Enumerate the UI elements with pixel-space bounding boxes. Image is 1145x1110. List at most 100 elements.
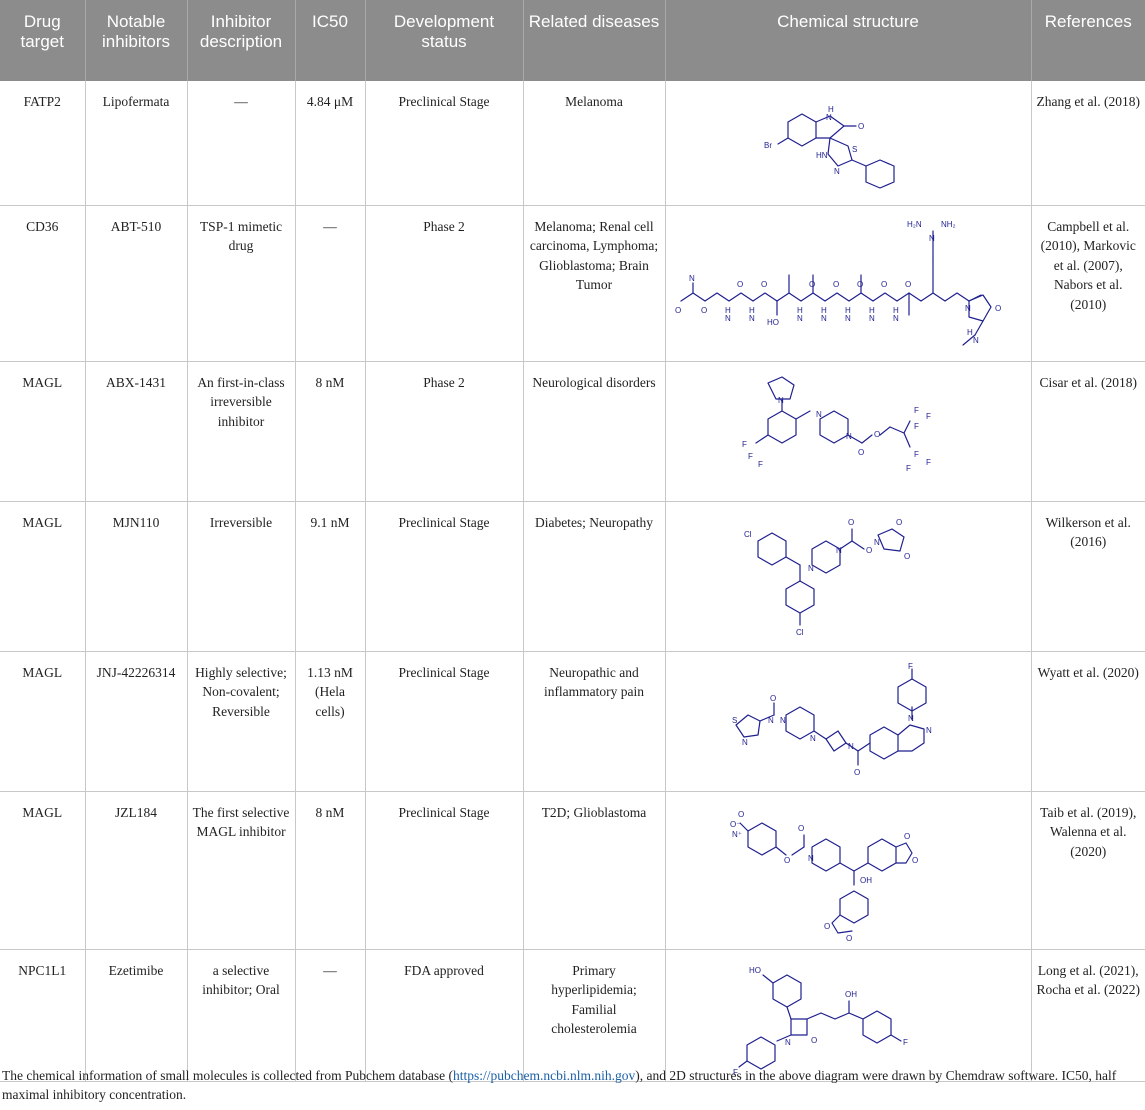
structure-label: O <box>738 810 744 819</box>
header-chemical-structure: Chemical structure <box>665 0 1032 81</box>
cell-references: Campbell et al. (2010), Markovic et al. … <box>1031 205 1145 362</box>
structure-label: N <box>836 546 842 555</box>
structure-label: H <box>869 306 875 315</box>
table-row: CD36 ABT-510 TSP-1 mimetic drug — Phase … <box>0 205 1145 362</box>
structure-label: N <box>834 167 840 176</box>
cell-structure: O Cl N N O O N O Cl <box>665 501 1032 652</box>
cell-diseases: Melanoma; Renal cell carcinoma, Lymphoma… <box>523 205 666 362</box>
structure-label: H <box>845 306 851 315</box>
structure-label: Cl <box>796 628 804 637</box>
structure-label: H <box>821 306 827 315</box>
cell-status: Phase 2 <box>365 361 524 502</box>
structure-label: O <box>798 824 804 833</box>
structure-label: N <box>808 854 814 863</box>
cell-structure: O O⁻ N⁺ O O N OH O O O O <box>665 791 1032 950</box>
lipofermata-structure: H N O Br HN N S <box>764 105 895 189</box>
cell-drug-target: FATP2 <box>0 81 86 206</box>
cell-inhibitor: ABX-1431 <box>85 361 188 502</box>
structure-label: O <box>809 280 815 289</box>
structure-label: O <box>701 306 707 315</box>
structure-label: F <box>908 663 913 671</box>
structure-label: F <box>903 1038 908 1047</box>
structure-label: N <box>808 564 814 573</box>
cell-structure: H₂N NH₂ N N O O H N O H N O H N O H N <box>665 205 1032 362</box>
structure-label: O <box>770 694 776 703</box>
cell-ic50: 9.1 nM <box>295 501 366 652</box>
structure-label: F <box>733 1068 738 1077</box>
structure-label: N <box>926 726 932 735</box>
header-drug-target: Drug target <box>0 0 86 81</box>
cell-structure: HO OH N O F F <box>665 949 1032 1082</box>
table-row: MAGL ABX-1431 An first-in-class irrevers… <box>0 361 1145 502</box>
structure-label: F <box>914 422 919 431</box>
structure-label: H <box>725 306 731 315</box>
cell-description: — <box>187 81 296 206</box>
structure-label: O <box>761 280 767 289</box>
structure-label: N <box>908 714 914 723</box>
structure-label: N <box>749 314 755 323</box>
cell-ic50: 4.84 μM <box>295 81 366 206</box>
cell-ic50: 8 nM <box>295 361 366 502</box>
footnote-text: The chemical information of small molecu… <box>2 1068 453 1083</box>
structure-label: N <box>826 113 832 122</box>
structure-label: O <box>896 518 902 527</box>
header-notable-inhibitors: Notable inhibitors <box>85 0 188 81</box>
structure-label: N <box>869 314 875 323</box>
cell-status: Preclinical Stage <box>365 791 524 950</box>
table-footnote: The chemical information of small molecu… <box>2 1066 1142 1104</box>
table-row: MAGL JNJ-42226314 Highly selective; Non-… <box>0 651 1145 792</box>
structure-label: Br <box>764 141 772 150</box>
structure-label: F <box>926 412 931 421</box>
structure-label: F <box>758 460 763 469</box>
structure-label: O <box>858 448 864 457</box>
cell-diseases: Diabetes; Neuropathy <box>523 501 666 652</box>
cell-drug-target: NPC1L1 <box>0 949 86 1082</box>
table-row: FATP2 Lipofermata — 4.84 μM Preclinical … <box>0 81 1145 206</box>
structure-label: N <box>797 314 803 323</box>
structure-label: O <box>854 768 860 777</box>
structure-label: N <box>874 538 880 547</box>
cell-drug-target: MAGL <box>0 651 86 792</box>
structure-label: N <box>810 734 816 743</box>
cell-diseases: Neuropathic and inflammatory pain <box>523 651 666 792</box>
cell-diseases: T2D; Glioblastoma <box>523 791 666 950</box>
cell-status: Phase 2 <box>365 205 524 362</box>
abt-510-structure: H₂N NH₂ N N O O H N O H N O H N O H N <box>675 220 1001 346</box>
header-ic50: IC50 <box>295 0 366 81</box>
pubchem-link[interactable]: https://pubchem.ncbi.nlm.nih.gov <box>452 1068 636 1083</box>
structure-label: N <box>929 234 935 243</box>
ezetimibe-structure: HO OH N O F F <box>733 966 908 1077</box>
structure-label: O <box>675 306 681 315</box>
cell-references: Wyatt et al. (2020) <box>1031 651 1145 792</box>
cell-description: Highly selective; Non-covalent; Reversib… <box>187 651 296 792</box>
header-development-status: Development status <box>365 0 524 81</box>
cell-description: Irreversible <box>187 501 296 652</box>
cell-description: TSP-1 mimetic drug <box>187 205 296 362</box>
cell-references: Long et al. (2021), Rocha et al. (2022) <box>1031 949 1145 1082</box>
structure-label: N <box>965 304 971 313</box>
structure-label: H <box>749 306 755 315</box>
cell-ic50: — <box>295 949 366 1082</box>
structure-label: NH₂ <box>941 220 956 229</box>
structure-label: F <box>914 450 919 459</box>
mjn110-structure: O Cl N N O O N O Cl <box>744 518 910 637</box>
structure-label: H <box>797 306 803 315</box>
cell-references: Zhang et al. (2018) <box>1031 81 1145 206</box>
structure-label: N <box>816 410 822 419</box>
structure-label: H <box>893 306 899 315</box>
cell-inhibitor: Lipofermata <box>85 81 188 206</box>
structure-label: S <box>852 145 857 154</box>
cell-references: Cisar et al. (2018) <box>1031 361 1145 502</box>
structure-label: OH <box>860 876 872 885</box>
cell-inhibitor: JZL184 <box>85 791 188 950</box>
structure-label: O <box>866 546 872 555</box>
cell-inhibitor: Ezetimibe <box>85 949 188 1082</box>
cell-diseases: Primary hyperlipidemia; Familial cholest… <box>523 949 666 1082</box>
header-inhibitor-description: Inhibitor description <box>187 0 296 81</box>
structure-label: O <box>784 856 790 865</box>
footnote-text: ), and 2D structures in the above diagra… <box>2 1068 1117 1102</box>
structure-label: O <box>881 280 887 289</box>
structure-label: N <box>848 742 854 751</box>
cell-status: Preclinical Stage <box>365 81 524 206</box>
jzl184-structure: O O⁻ N⁺ O O N OH O O O O <box>730 810 918 943</box>
